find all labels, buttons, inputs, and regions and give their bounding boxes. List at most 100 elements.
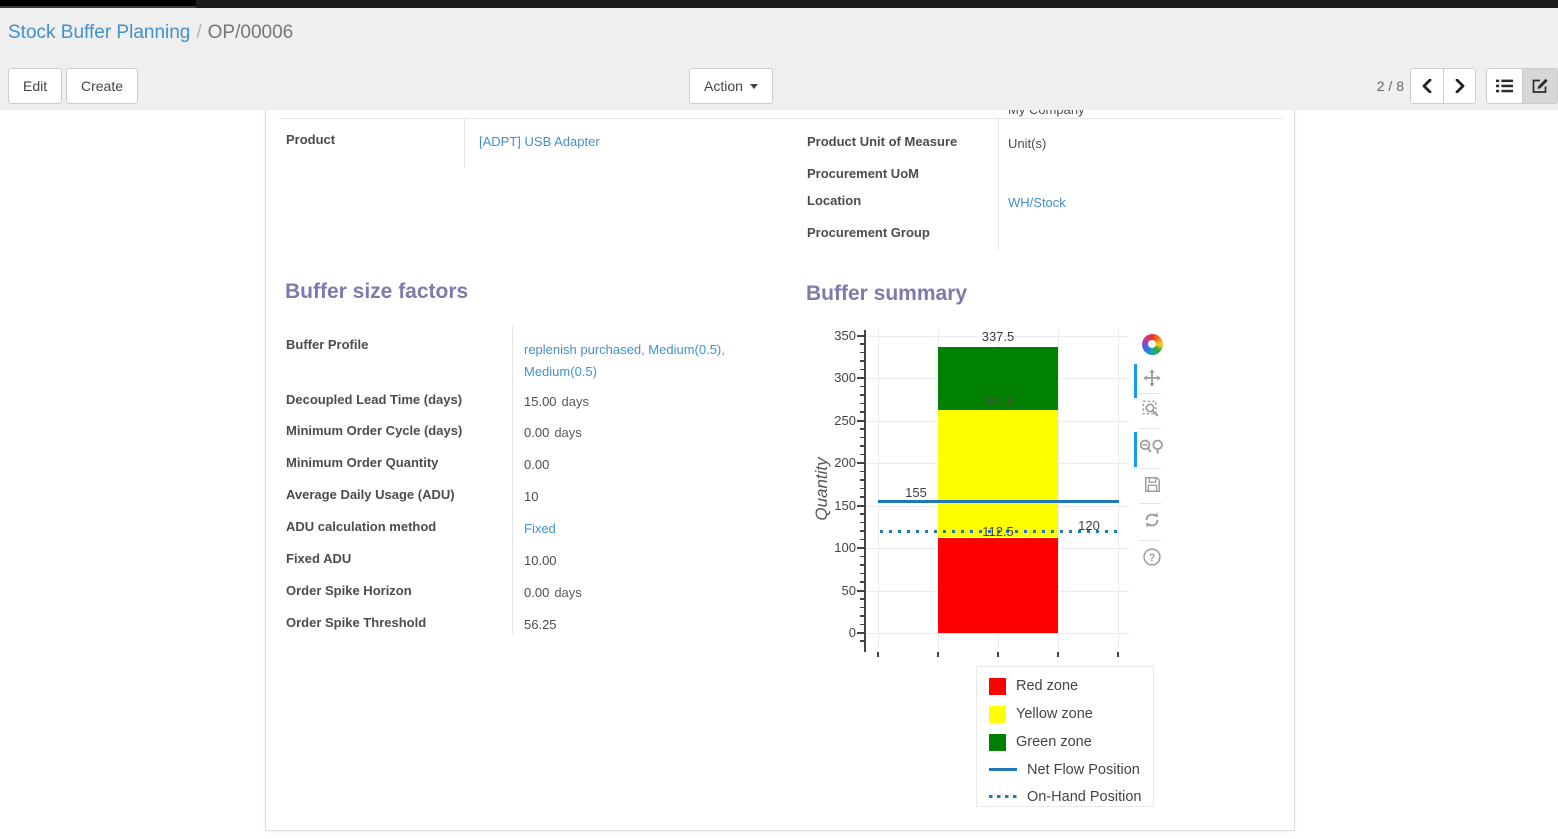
breadcrumb-current: OP/00006: [207, 22, 294, 43]
legend-item-green-zone[interactable]: Green zone: [977, 728, 1153, 756]
buffer-profile-value-link[interactable]: replenish purchased, Medium(0.5), Medium…: [524, 342, 725, 379]
adu-method-label: ADU calculation method: [286, 519, 437, 534]
legend-label: Net Flow Position: [1027, 761, 1140, 778]
x-tick: [1117, 652, 1119, 657]
y-tick: [860, 368, 864, 371]
reset-axes-button[interactable]: [1140, 508, 1164, 532]
min-order-cycle-label: Minimum Order Cycle (days): [286, 423, 463, 438]
adu-label: Average Daily Usage (ADU): [286, 487, 455, 502]
y-axis-title: Quantity: [812, 457, 831, 521]
chart-annotation-120: 120: [1078, 518, 1100, 534]
list-icon: [1496, 79, 1513, 93]
y-tick: [860, 623, 864, 625]
pager-previous-button[interactable]: [1411, 69, 1443, 103]
green-zone-swatch: [989, 733, 1006, 751]
y-tick: [857, 504, 864, 507]
adu-method-value-link[interactable]: Fixed: [524, 521, 556, 536]
right-group-separator: [998, 118, 999, 250]
modebar-divider: [1139, 428, 1161, 429]
y-tick: [860, 530, 864, 532]
y-tick: [860, 436, 864, 439]
x-tick: [997, 652, 999, 657]
y-tick: [860, 428, 864, 430]
y-tick: [860, 555, 864, 558]
fixed-adu-value: 10.00: [524, 553, 557, 568]
chevron-left-icon: [1422, 79, 1432, 93]
save-floppy-icon: [1143, 475, 1162, 494]
legend-item-yellow-zone[interactable]: Yellow zone: [977, 700, 1153, 728]
buffer-summary-chart: Quantity 0 50 100 150 200 250 300 350 337.5 262.5…: [812, 328, 1129, 657]
edit-button[interactable]: Edit: [8, 68, 63, 104]
legend-label: Red zone: [1016, 678, 1079, 694]
reset-refresh-icon: [1142, 510, 1162, 530]
min-order-qty-value: 0.00: [524, 457, 550, 472]
chart-annotation-155: 155: [905, 485, 927, 501]
product-uom-label: Product Unit of Measure: [807, 134, 958, 149]
create-button[interactable]: Create: [66, 68, 139, 104]
list-view-button[interactable]: [1487, 69, 1522, 103]
help-button[interactable]: ?: [1140, 545, 1164, 569]
modebar-divider: [1139, 503, 1161, 504]
modebar-active-indicator: [1134, 432, 1137, 467]
pager-next-button[interactable]: [1443, 69, 1475, 103]
fixed-adu-label: Fixed ADU: [286, 551, 352, 566]
zoom-in-out-button[interactable]: [1139, 435, 1164, 459]
chart-zone-green-zone: [938, 346, 1058, 411]
y-tick: [860, 564, 864, 566]
breadcrumb: Stock Buffer Planning / OP/00006: [8, 22, 293, 44]
pager-count: 2 / 8: [1376, 78, 1404, 94]
pager-buttons: [1410, 68, 1476, 104]
y-tick: [860, 572, 864, 574]
product-field-label: Product: [286, 132, 336, 147]
form-sheet: My Company Product [ADPT] USB Adapter Pr…: [265, 110, 1295, 831]
y-tick: [860, 615, 864, 617]
y-tick-label: 150: [834, 497, 856, 513]
product-field-value-link[interactable]: [ADPT] USB Adapter: [479, 134, 600, 149]
y-tick: [860, 487, 864, 490]
legend-item-red-zone[interactable]: Red zone: [977, 672, 1153, 700]
form-view-button[interactable]: [1522, 69, 1557, 103]
plotly-logo-icon: [1141, 333, 1163, 355]
chart-annotation-262.5: 262.5: [981, 394, 1015, 410]
breadcrumb-parent-link[interactable]: Stock Buffer Planning: [8, 22, 191, 43]
pan-button[interactable]: [1140, 366, 1164, 390]
group-top-border: [279, 118, 1283, 119]
app-menu-tab: [0, 0, 196, 8]
y-tick-label: 100: [834, 540, 856, 556]
product-group-separator: [464, 118, 465, 168]
caret-down-icon: [749, 83, 758, 89]
download-plot-button[interactable]: [1140, 472, 1164, 496]
y-tick: [860, 343, 864, 345]
legend-label: On-Hand Position: [1027, 788, 1142, 805]
days-unit: days: [554, 585, 582, 600]
legend-item-on-hand[interactable]: On-Hand Position: [977, 783, 1153, 810]
chart-legend: Red zone Yellow zone Green zone Net Flow…: [976, 666, 1154, 807]
legend-item-net-flow[interactable]: Net Flow Position: [977, 756, 1153, 783]
y-tick: [857, 632, 864, 634]
order-spike-threshold-value: 56.25: [524, 617, 557, 632]
chart-line-on-hand-position: [880, 530, 1119, 534]
box-zoom-button[interactable]: [1140, 398, 1164, 422]
action-label: Action: [704, 78, 743, 94]
v-gridline: [1058, 330, 1059, 649]
y-tick: [860, 394, 864, 396]
x-tick: [1057, 652, 1059, 657]
action-dropdown-button[interactable]: Action: [689, 68, 773, 104]
y-tick: [860, 385, 864, 388]
location-value-link[interactable]: WH/Stock: [1008, 195, 1066, 210]
breadcrumb-separator: /: [196, 22, 202, 43]
y-tick-label: 0: [848, 625, 856, 640]
legend-label: Green zone: [1016, 734, 1092, 750]
y-tick-label: 250: [834, 412, 856, 428]
y-tick: [857, 419, 864, 422]
chart-annotation-337.5: 337.5: [981, 328, 1015, 344]
modebar-active-indicator: [1134, 364, 1137, 398]
edit-form-icon: [1532, 78, 1549, 94]
procurement-uom-label: Procurement UoM: [807, 166, 919, 181]
order-spike-horizon-label: Order Spike Horizon: [286, 583, 412, 598]
company-field-value-clipped: My Company: [1008, 110, 1085, 117]
y-tick: [860, 496, 864, 498]
plotly-logo-button[interactable]: [1140, 332, 1164, 356]
h-gridline: [866, 335, 1129, 337]
